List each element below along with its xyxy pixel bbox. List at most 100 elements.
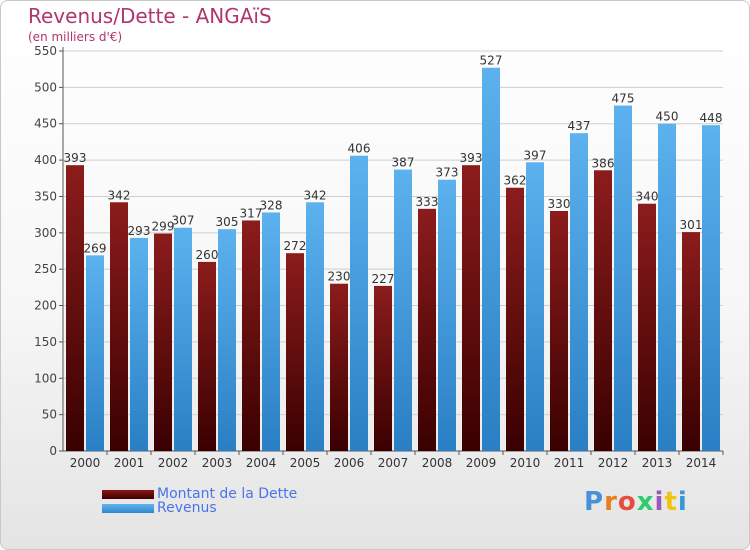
bar-debt-2005 bbox=[286, 253, 304, 451]
x-tick-label: 2011 bbox=[554, 456, 585, 470]
data-label-debt-2006: 230 bbox=[328, 270, 351, 284]
data-label-revenue-2009: 527 bbox=[480, 54, 503, 68]
y-tick-label: 350 bbox=[34, 189, 57, 203]
data-label-revenue-2012: 475 bbox=[612, 92, 635, 106]
data-label-debt-2002: 299 bbox=[152, 220, 175, 234]
bar-revenue-2003 bbox=[218, 229, 236, 451]
logo-letter: i bbox=[654, 487, 665, 517]
data-label-revenue-2003: 305 bbox=[216, 215, 239, 229]
data-label-revenue-2000: 269 bbox=[84, 241, 107, 255]
data-label-debt-2011: 330 bbox=[548, 197, 571, 211]
data-label-debt-2003: 260 bbox=[196, 248, 219, 262]
bar-revenue-2001 bbox=[130, 237, 148, 451]
chart-subtitle: (en milliers d'€) bbox=[28, 30, 123, 44]
data-label-debt-2007: 227 bbox=[372, 272, 395, 286]
y-tick-label: 450 bbox=[34, 117, 57, 131]
logo-letter: i bbox=[677, 487, 688, 517]
y-tick-label: 0 bbox=[49, 444, 57, 458]
bar-revenue-2011 bbox=[570, 133, 588, 451]
bar-debt-2000 bbox=[66, 165, 84, 451]
bar-debt-2013 bbox=[638, 203, 656, 451]
x-tick-label: 2012 bbox=[598, 456, 629, 470]
data-label-revenue-2001: 293 bbox=[128, 224, 151, 238]
data-label-revenue-2007: 387 bbox=[392, 156, 415, 170]
data-label-debt-2014: 301 bbox=[680, 218, 703, 232]
y-tick-label: 150 bbox=[34, 335, 57, 349]
bar-revenue-2012 bbox=[614, 105, 632, 451]
x-tick-label: 2007 bbox=[378, 456, 409, 470]
bars bbox=[66, 67, 720, 452]
legend-label-debt: Montant de la Dette bbox=[157, 486, 298, 502]
bar-debt-2006 bbox=[330, 283, 348, 451]
axes: 0 50 100 150 200 250 300 350 400 450 500 550 2000 200… bbox=[34, 44, 724, 470]
data-label-revenue-2004: 328 bbox=[260, 198, 283, 212]
legend-swatch-revenue bbox=[102, 504, 154, 513]
data-label-revenue-2008: 373 bbox=[436, 166, 459, 180]
y-tick-label: 400 bbox=[34, 153, 57, 167]
x-tick-label: 2002 bbox=[158, 456, 189, 470]
bar-debt-2003 bbox=[198, 261, 216, 451]
data-label-debt-2010: 362 bbox=[504, 174, 527, 188]
bar-revenue-2002 bbox=[174, 227, 192, 451]
data-label-debt-2008: 333 bbox=[416, 195, 439, 209]
y-tick-label: 100 bbox=[34, 371, 57, 385]
y-tick-label: 250 bbox=[34, 262, 57, 276]
bar-debt-2001 bbox=[110, 202, 128, 451]
x-tick-label: 2003 bbox=[202, 456, 233, 470]
bar-debt-2014 bbox=[682, 232, 700, 451]
proxiti-logo: Proxiti bbox=[584, 487, 688, 517]
logo-letter: x bbox=[636, 487, 655, 517]
data-label-revenue-2006: 406 bbox=[348, 142, 371, 156]
bar-debt-2007 bbox=[374, 285, 392, 451]
data-label-revenue-2005: 342 bbox=[304, 188, 327, 202]
x-tick-label: 2004 bbox=[246, 456, 277, 470]
bar-revenue-2008 bbox=[438, 179, 456, 451]
bar-revenue-2004 bbox=[262, 212, 280, 451]
bar-revenue-2014 bbox=[702, 125, 720, 451]
bar-debt-2010 bbox=[506, 187, 524, 451]
data-label-debt-2009: 393 bbox=[460, 151, 483, 165]
bar-debt-2012 bbox=[594, 170, 612, 452]
y-tick-label: 200 bbox=[34, 299, 57, 313]
x-tick-label: 2014 bbox=[686, 456, 717, 470]
bar-debt-2011 bbox=[550, 211, 568, 451]
logo-letter: r bbox=[604, 487, 618, 517]
x-tick-label: 2010 bbox=[510, 456, 541, 470]
y-tick-label: 550 bbox=[34, 44, 57, 58]
y-tick-label: 300 bbox=[34, 226, 57, 240]
bar-revenue-2005 bbox=[306, 202, 324, 451]
data-label-debt-2005: 272 bbox=[284, 239, 307, 253]
data-label-revenue-2010: 397 bbox=[524, 148, 547, 162]
bar-revenue-2000 bbox=[86, 255, 104, 451]
data-label-debt-2001: 342 bbox=[108, 188, 131, 202]
bar-debt-2009 bbox=[462, 165, 480, 451]
logo-letter: P bbox=[584, 487, 605, 517]
logo-letter: o bbox=[617, 487, 637, 517]
bar-revenue-2009 bbox=[482, 67, 500, 452]
legend-swatch-debt bbox=[102, 490, 154, 499]
data-label-revenue-2014: 448 bbox=[700, 111, 723, 125]
x-tick-label: 2013 bbox=[642, 456, 673, 470]
bar-revenue-2007 bbox=[394, 169, 412, 451]
bar-debt-2008 bbox=[418, 208, 436, 451]
data-label-debt-2012: 386 bbox=[592, 156, 615, 170]
bar-debt-2002 bbox=[154, 233, 172, 451]
data-label-debt-2013: 340 bbox=[636, 190, 659, 204]
data-label-revenue-2011: 437 bbox=[568, 119, 591, 133]
x-tick-label: 2005 bbox=[290, 456, 321, 470]
data-label-debt-2004: 317 bbox=[240, 206, 263, 220]
bar-debt-2004 bbox=[242, 220, 260, 451]
bar-revenue-2013 bbox=[658, 123, 676, 452]
x-tick-label: 2006 bbox=[334, 456, 365, 470]
x-tick-label: 2008 bbox=[422, 456, 453, 470]
data-label-revenue-2013: 450 bbox=[656, 110, 679, 124]
y-tick-label: 50 bbox=[42, 408, 57, 422]
data-label-revenue-2002: 307 bbox=[172, 214, 195, 228]
bar-revenue-2006 bbox=[350, 155, 368, 451]
bar-revenue-2010 bbox=[526, 162, 544, 452]
x-tick-label: 2001 bbox=[114, 456, 145, 470]
chart-title: Revenus/Dette - ANGAïS bbox=[28, 4, 272, 28]
